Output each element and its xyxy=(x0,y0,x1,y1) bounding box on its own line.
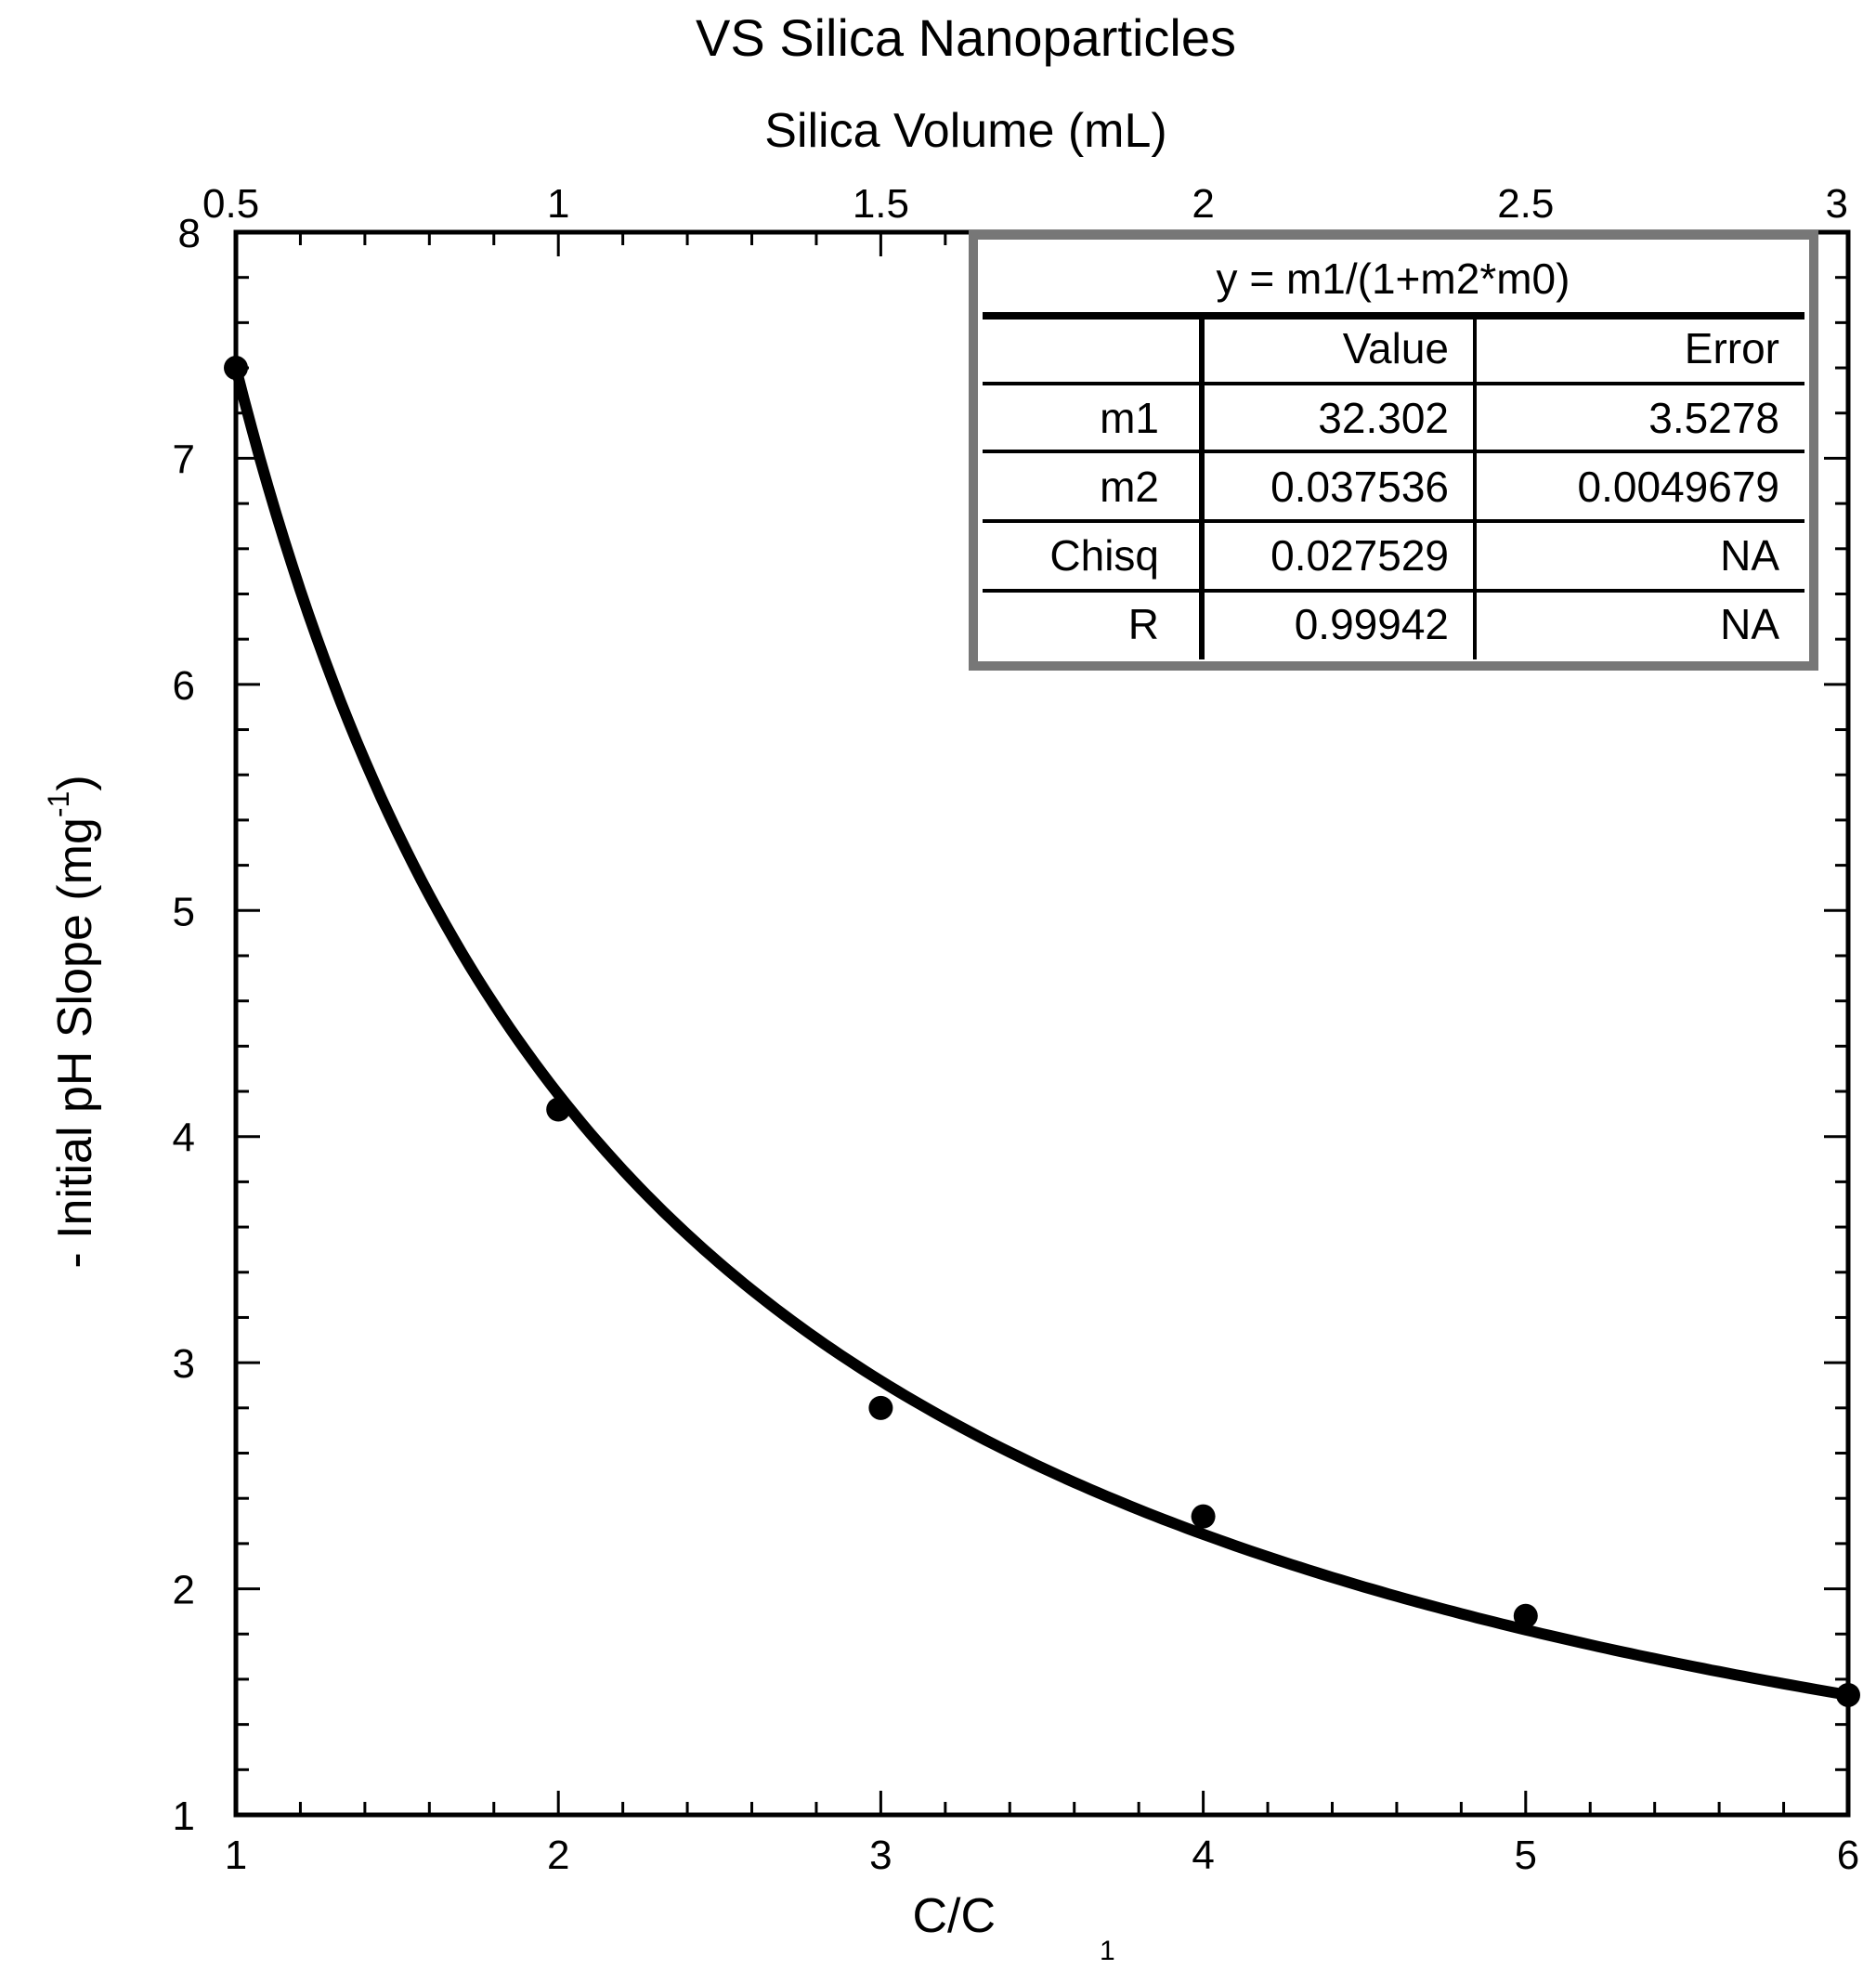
data-point xyxy=(1836,1682,1860,1707)
x-axis-label: C/C xyxy=(912,1889,996,1943)
fit-table-header-error: Error xyxy=(1685,324,1779,372)
y-tick-label: 2 xyxy=(173,1568,195,1613)
top-tick-label: 2 xyxy=(1192,181,1214,227)
y-axis-label: - Initial pH Slope (mg xyxy=(48,817,102,1269)
y-tick-label: 5 xyxy=(173,889,195,934)
y-axis-label-superscript: -1 xyxy=(42,791,75,817)
fit-table-cell: 0.027529 xyxy=(1270,531,1449,580)
tick-labels: 1 2 3 4 5 6 0.5 1 1.5 2 2.5 3 1 2 3 4 5 6 7 8 xyxy=(173,181,1860,1878)
y-tick-label: 3 xyxy=(173,1341,195,1387)
top-tick-label: 1 xyxy=(547,181,569,227)
fit-table-cell: Chisq xyxy=(1049,531,1159,580)
x-tick-label: 3 xyxy=(869,1833,892,1878)
y-axis-label-close: ) xyxy=(48,775,102,790)
data-point xyxy=(1513,1603,1538,1628)
x-axis-label-subscript: 1 xyxy=(1100,1936,1115,1966)
fit-table-cell: m2 xyxy=(1100,463,1159,511)
y-axis-label-group: - Initial pH Slope (mg-1) xyxy=(42,775,102,1268)
fit-table-cell: NA xyxy=(1720,600,1779,648)
top-tick-label: 0.5 xyxy=(202,181,259,227)
x-tick-label: 5 xyxy=(1515,1833,1537,1878)
axis-ticks xyxy=(234,230,1850,1817)
top-axis-label: Silica Volume (mL) xyxy=(764,104,1166,158)
x-tick-label: 6 xyxy=(1837,1833,1859,1878)
data-point xyxy=(546,1097,571,1122)
fit-table-title: y = m1/(1+m2*m0) xyxy=(1217,254,1570,303)
data-point xyxy=(1191,1504,1216,1529)
data-points xyxy=(224,356,1860,1707)
svg-text:- Initial pH Slope (mg-1): - Initial pH Slope (mg-1) xyxy=(42,775,102,1268)
y-tick-label: 6 xyxy=(173,663,195,709)
top-tick-label: 1.5 xyxy=(853,181,909,227)
fit-table-cell: 0.0049679 xyxy=(1578,463,1779,511)
fit-table: y = m1/(1+m2*m0) Value Error m1 32.302 3… xyxy=(969,230,1818,671)
y-tick-label: 8 xyxy=(178,211,201,256)
chart-title: VS Silica Nanoparticles xyxy=(696,8,1236,67)
x-tick-label: 1 xyxy=(225,1833,247,1878)
y-tick-label: 4 xyxy=(173,1115,195,1161)
fit-table-cell: NA xyxy=(1720,531,1779,580)
top-tick-label: 3 xyxy=(1826,181,1848,227)
fit-table-cell: 0.99942 xyxy=(1295,600,1449,648)
fit-curve xyxy=(230,362,1854,1701)
fit-table-cell: R xyxy=(1128,600,1159,648)
fit-table-header-value: Value xyxy=(1343,324,1449,372)
fit-table-cell: 0.037536 xyxy=(1270,463,1449,511)
fit-table-cell: m1 xyxy=(1100,394,1159,442)
data-point xyxy=(868,1395,893,1420)
x-tick-label: 4 xyxy=(1192,1833,1214,1878)
top-tick-label: 2.5 xyxy=(1497,181,1554,227)
x-tick-label: 2 xyxy=(547,1833,569,1878)
y-tick-label: 7 xyxy=(173,437,195,482)
data-point xyxy=(224,356,248,381)
fit-table-cell: 32.302 xyxy=(1318,394,1449,442)
fit-table-cell: 3.5278 xyxy=(1648,394,1779,442)
y-tick-label: 1 xyxy=(173,1794,195,1839)
